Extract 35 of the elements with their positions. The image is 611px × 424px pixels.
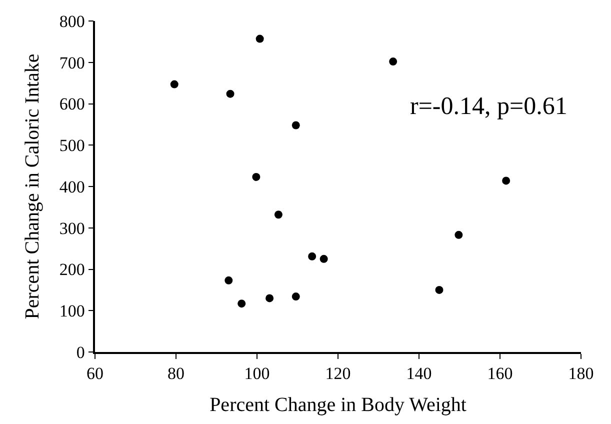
x-tick-label: 120 (325, 364, 351, 384)
point (170, 80, 178, 88)
point (454, 230, 463, 239)
x-tick-label: 140 (406, 364, 432, 384)
point (292, 121, 300, 130)
y-tick-label: 800 (59, 12, 85, 31)
point (389, 58, 398, 66)
y-tick-label: 100 (59, 302, 85, 321)
point (435, 286, 444, 294)
point (502, 176, 510, 185)
x-tick-label: 60 (86, 364, 104, 384)
point (256, 34, 264, 43)
y-tick-label: 200 (59, 260, 85, 280)
point (224, 276, 233, 284)
x-tick-label: 160 (487, 364, 513, 384)
point (292, 292, 300, 301)
y-tick-label: 500 (59, 136, 85, 156)
point (238, 300, 246, 308)
point (252, 172, 260, 181)
y-tick-label: 400 (59, 177, 85, 196)
point (274, 210, 282, 219)
point (308, 252, 316, 260)
point (266, 294, 274, 302)
annotation: r=-0.14, p=0.61 (410, 93, 568, 120)
y-tick-label: 0 (76, 342, 85, 362)
y-tick-label: 700 (59, 53, 85, 72)
x-axis-title: Percent Change in Body Weight (210, 394, 467, 416)
y-tick-label: 600 (59, 94, 85, 114)
point (320, 254, 328, 263)
point (226, 90, 234, 98)
y-axis-title: Percent Change in Caloric Intake (21, 54, 44, 320)
x-tick-label: 180 (568, 364, 594, 384)
x-tick-label: 80 (168, 364, 184, 384)
x-tick-label: 100 (244, 364, 270, 384)
y-tick-label: 300 (59, 218, 85, 238)
